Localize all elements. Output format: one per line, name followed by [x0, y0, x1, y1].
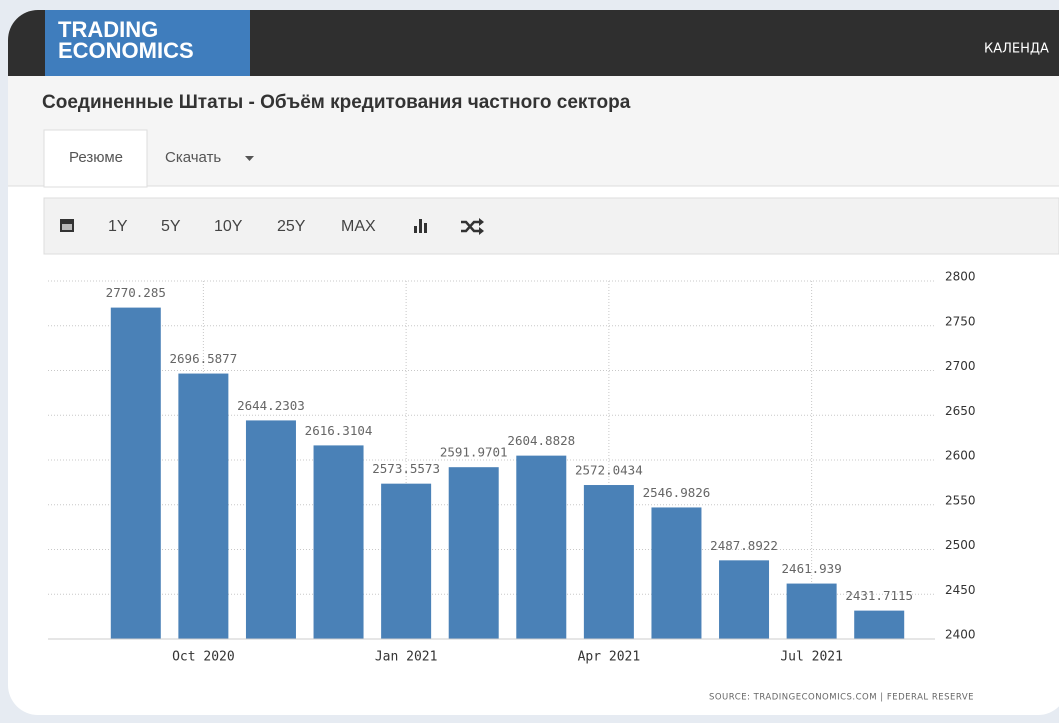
x-tick-label: Jul 2021: [780, 650, 843, 665]
logo-text: ECONOMICS: [58, 38, 194, 63]
range-button[interactable]: 25Y: [277, 218, 306, 235]
y-tick-label: 2700: [945, 359, 976, 373]
range-button[interactable]: 10Y: [214, 218, 243, 235]
data-label: 2573.5573: [372, 461, 440, 476]
chart: 2400 2450 2500 2550 2600 2650 2700 2750 2800 Oct …: [48, 270, 976, 665]
caret: [245, 156, 254, 161]
data-label: 2770.285: [106, 285, 166, 300]
bar: [110, 307, 161, 639]
x-tick-label: Apr 2021: [578, 650, 641, 665]
x-tick-label: Oct 2020: [172, 650, 235, 665]
y-tick-label: 2450: [945, 583, 976, 597]
tabs-bar: [8, 130, 1059, 186]
data-label: 2546.9826: [643, 485, 711, 500]
bar: [516, 455, 567, 639]
logo-text: TRADING: [58, 17, 158, 42]
y-tick-label: 2600: [945, 449, 976, 463]
bar: [583, 485, 634, 639]
bar: [448, 467, 499, 639]
y-tick-label: 2400: [945, 628, 976, 642]
data-label: 2431.7115: [845, 588, 913, 603]
bar: [178, 373, 229, 639]
data-label: 2644.2303: [237, 398, 305, 413]
data-label: 2604.8828: [507, 433, 575, 448]
logo[interactable]: [45, 10, 250, 76]
y-tick-label: 2550: [945, 493, 976, 507]
bar: [719, 560, 770, 639]
top-bar: [8, 10, 1059, 76]
range-button[interactable]: MAX: [341, 218, 376, 235]
range-button[interactable]: 5Y: [161, 218, 181, 235]
data-label: 2616.3104: [305, 423, 373, 438]
tab-label[interactable]: Резюме: [69, 149, 123, 166]
data-label: 2487.8922: [710, 538, 778, 553]
nav-item[interactable]: КАЛЕНДА: [984, 42, 1049, 57]
bar: [313, 445, 364, 639]
bar-chart-icon[interactable]: [414, 219, 427, 233]
y-tick-label: 2750: [945, 314, 976, 328]
y-tick-label: 2500: [945, 538, 976, 552]
tab-active[interactable]: [43, 129, 148, 188]
tab-label[interactable]: Скачать: [165, 149, 221, 166]
data-label: 2696.5877: [170, 351, 238, 366]
range-button[interactable]: 1Y: [108, 218, 128, 235]
bar: [854, 610, 905, 639]
calendar-icon[interactable]: [60, 219, 74, 232]
bar: [651, 507, 702, 639]
toolbar: [43, 197, 1059, 255]
source: SOURCE: TRADINGECONOMICS.COM | FEDERAL R…: [709, 693, 974, 703]
y-tick-label: 2650: [945, 404, 976, 418]
bar: [245, 420, 296, 639]
page-title: Соединенные Штаты - Объём кредитования ч…: [42, 92, 631, 113]
data-label: 2461.939: [782, 561, 842, 576]
toolbar-items: 1Y 5Y 10Y 25Y MAX: [108, 218, 376, 235]
data-label: 2572.0434: [575, 463, 643, 478]
bar: [381, 483, 432, 639]
y-tick-label: 2800: [945, 270, 976, 284]
bar: [786, 583, 837, 639]
shuffle-icon[interactable]: [461, 218, 484, 235]
x-tick-label: Jan 2021: [375, 650, 438, 665]
title-bar: [8, 76, 1059, 130]
data-label: 2591.9701: [440, 445, 508, 460]
